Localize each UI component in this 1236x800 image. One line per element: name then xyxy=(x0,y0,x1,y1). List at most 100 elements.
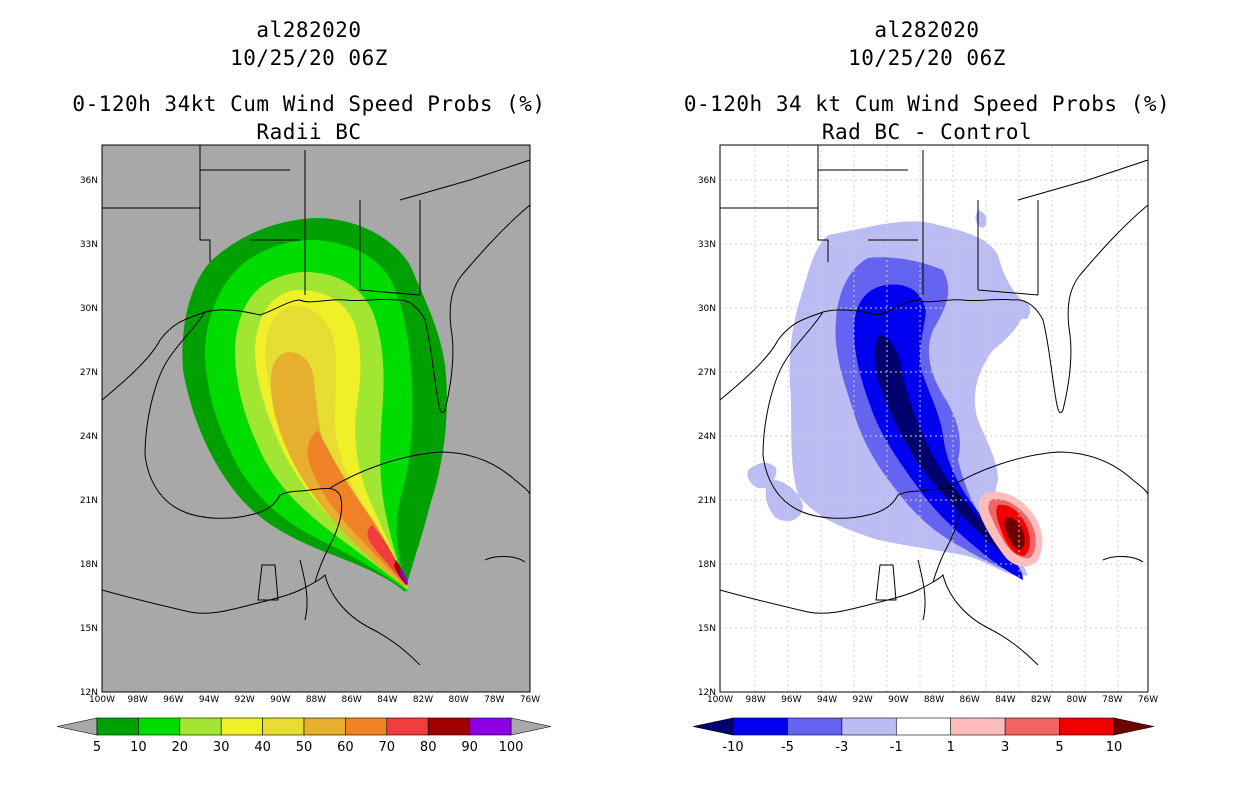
map-frame xyxy=(719,144,1149,693)
colorbar-label: 70 xyxy=(379,740,396,755)
colorbar: 5 10 20 30 40 50 60 70 80 90 100 xyxy=(56,717,552,755)
lon-tick-label: 98W xyxy=(127,695,147,705)
colorbar-swatch xyxy=(427,717,470,736)
lon-tick-label: 82W xyxy=(413,695,433,705)
lon-tick-label: 86W xyxy=(959,695,979,705)
lon-tick-label: 76W xyxy=(1138,695,1158,705)
colorbar-label: 80 xyxy=(420,740,437,755)
colorbar-swatch xyxy=(386,717,429,736)
colorbar-label: 30 xyxy=(213,740,230,755)
colorbar-label: 5 xyxy=(93,740,101,755)
lon-tick-label: 92W xyxy=(234,695,254,705)
colorbar-label: 20 xyxy=(172,740,189,755)
lat-tick-label: 12N xyxy=(698,688,716,698)
storm-id: al282020 xyxy=(256,18,362,42)
lon-tick-label: 98W xyxy=(745,695,765,705)
lon-tick-label: 78W xyxy=(1102,695,1122,705)
lon-tick-label: 94W xyxy=(817,695,837,705)
forecast-datetime: 10/25/20 06Z xyxy=(230,46,388,70)
colorbar-swatch xyxy=(303,717,346,736)
lon-tick-label: 88W xyxy=(924,695,944,705)
product-subtitle: Radii BC xyxy=(256,120,362,144)
lat-tick-label: 27N xyxy=(698,368,716,378)
colorbar-label: 50 xyxy=(296,740,313,755)
right-panel: al282020 10/25/20 06Z 0-120h 34 kt Cum W… xyxy=(618,0,1236,800)
lon-tick-label: 96W xyxy=(163,695,183,705)
colorbar-label: -1 xyxy=(890,740,903,755)
lat-tick-label: 33N xyxy=(80,240,98,250)
lon-tick-label: 86W xyxy=(341,695,361,705)
colorbar-swatch xyxy=(1004,717,1060,736)
colorbar-swatch xyxy=(732,717,788,736)
lat-tick-label: 24N xyxy=(80,432,98,442)
colorbar-end-high xyxy=(510,717,552,736)
colorbar-swatch xyxy=(787,717,843,736)
lon-tick-label: 90W xyxy=(270,695,290,705)
colorbar-swatch xyxy=(96,717,139,736)
storm-id: al282020 xyxy=(874,18,980,42)
colorbar-label: 5 xyxy=(1055,740,1063,755)
lat-tick-label: 15N xyxy=(80,624,98,634)
lon-tick-label: 90W xyxy=(888,695,908,705)
lat-tick-label: 21N xyxy=(80,496,98,506)
lat-tick-label: 18N xyxy=(80,560,98,570)
coastlines xyxy=(102,145,530,666)
map-frame xyxy=(101,144,531,693)
colorbar-label: -5 xyxy=(781,740,794,755)
lat-tick-label: 30N xyxy=(698,304,716,314)
lon-tick-label: 96W xyxy=(781,695,801,705)
lon-tick-label: 84W xyxy=(995,695,1015,705)
colorbar-label: 60 xyxy=(337,740,354,755)
colorbar-label: -10 xyxy=(722,740,743,755)
colorbar-end-low xyxy=(56,717,98,736)
left-panel: al282020 10/25/20 06Z 0-120h 34kt Cum Wi… xyxy=(56,18,552,755)
probability-contours xyxy=(182,218,447,592)
lon-tick-label: 80W xyxy=(448,695,468,705)
colorbar-swatch xyxy=(262,717,305,736)
colorbar-label: 1 xyxy=(947,740,955,755)
product-subtitle: Rad BC - Control xyxy=(821,120,1033,144)
colorbar-swatch xyxy=(841,717,897,736)
colorbar-label: 3 xyxy=(1001,740,1009,755)
lat-tick-label: 18N xyxy=(698,560,716,570)
lon-tick-label: 84W xyxy=(377,695,397,705)
lon-tick-label: 88W xyxy=(306,695,326,705)
lat-tick-label: 30N xyxy=(80,304,98,314)
colorbar-label: 10 xyxy=(1106,740,1123,755)
lon-tick-label: 78W xyxy=(484,695,504,705)
lat-tick-label: 12N xyxy=(80,688,98,698)
product-title: 0-120h 34kt Cum Wind Speed Probs (%) xyxy=(72,92,546,116)
colorbar-label: 10 xyxy=(130,740,147,755)
colorbar-label: 90 xyxy=(461,740,478,755)
product-title: 0-120h 34 kt Cum Wind Speed Probs (%) xyxy=(683,92,1171,116)
colorbar-swatch xyxy=(345,717,388,736)
lon-tick-label: 76W xyxy=(520,695,540,705)
lat-tick-label: 33N xyxy=(698,240,716,250)
colorbar-end-low xyxy=(692,717,734,736)
colorbar-swatch xyxy=(179,717,222,736)
lat-tick-label: 36N xyxy=(80,176,98,186)
lat-tick-label: 21N xyxy=(698,496,716,506)
coastlines xyxy=(720,145,1148,666)
colorbar-swatch xyxy=(138,717,181,736)
lat-tick-label: 27N xyxy=(80,368,98,378)
forecast-datetime: 10/25/20 06Z xyxy=(848,46,1006,70)
colorbar-swatch xyxy=(1059,717,1115,736)
colorbar: -10 -5 -3 -1 1 3 5 10 xyxy=(692,717,1155,755)
colorbar-swatch xyxy=(950,717,1006,736)
lat-tick-label: 15N xyxy=(698,624,716,634)
lon-tick-label: 82W xyxy=(1031,695,1051,705)
lon-tick-label: 100W xyxy=(707,695,733,705)
colorbar-swatch xyxy=(469,717,512,736)
colorbar-swatch xyxy=(220,717,263,736)
colorbar-label: 40 xyxy=(254,740,271,755)
lon-tick-label: 80W xyxy=(1066,695,1086,705)
lon-tick-label: 94W xyxy=(199,695,219,705)
lat-tick-label: 24N xyxy=(698,432,716,442)
lon-tick-label: 92W xyxy=(852,695,872,705)
lon-tick-label: 100W xyxy=(89,695,115,705)
